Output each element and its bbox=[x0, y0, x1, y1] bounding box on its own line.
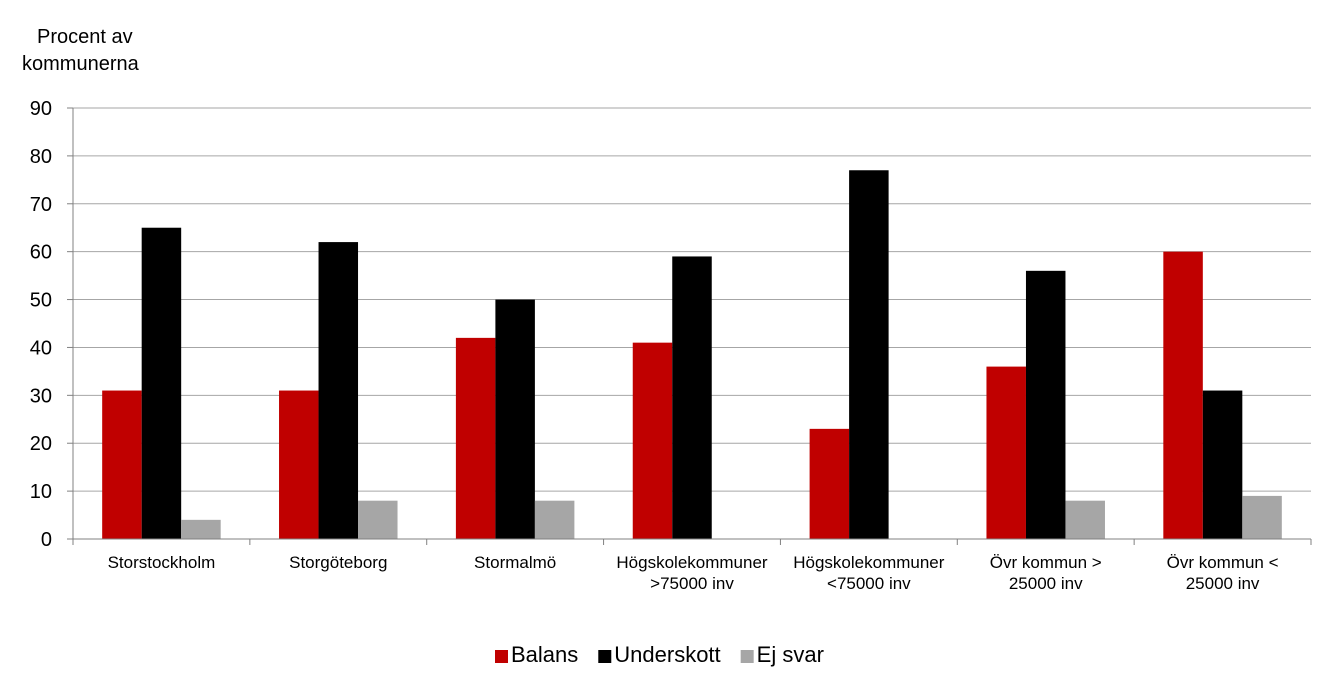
bar-underskott bbox=[1202, 390, 1243, 539]
y-tick-label: 50 bbox=[30, 290, 52, 312]
bar-balans bbox=[986, 366, 1026, 539]
bar-balans bbox=[1163, 251, 1203, 539]
y-tick-label: 10 bbox=[30, 481, 52, 503]
x-category-label: Övr kommun < bbox=[1167, 553, 1279, 572]
y-tick-label: 20 bbox=[30, 433, 52, 455]
x-category-label: Övr kommun > bbox=[990, 553, 1102, 572]
axes bbox=[72, 108, 1312, 545]
x-category-label: Stormalmö bbox=[474, 553, 556, 572]
x-category-label: 25000 inv bbox=[1186, 574, 1260, 593]
bar-balans bbox=[455, 337, 496, 539]
y-tick-label: 70 bbox=[30, 194, 52, 216]
bar-balans bbox=[809, 428, 850, 539]
bar-ej-svar bbox=[534, 500, 575, 539]
x-category-label: <75000 inv bbox=[827, 574, 911, 593]
x-category-label: Högskolekommuner bbox=[793, 553, 945, 572]
bar-ej-svar bbox=[181, 519, 221, 539]
bar-underskott bbox=[141, 227, 182, 539]
y-tick-label: 40 bbox=[30, 337, 52, 359]
y-tick-label: 60 bbox=[30, 242, 52, 264]
bar-ej-svar bbox=[358, 500, 398, 539]
x-category-label: 25000 inv bbox=[1009, 574, 1083, 593]
x-category-label: >75000 inv bbox=[650, 574, 734, 593]
bar-ej-svar bbox=[1242, 495, 1282, 539]
legend-swatch bbox=[740, 650, 754, 663]
y-tick-label: 0 bbox=[41, 529, 52, 551]
bar-underskott bbox=[1025, 270, 1066, 539]
y-tick-label: 90 bbox=[30, 98, 52, 120]
bar-ej-svar bbox=[1065, 500, 1105, 539]
y-axis-label-line-2: kommunerna bbox=[22, 53, 140, 75]
legend-label: Underskott bbox=[614, 642, 720, 667]
legend-swatch bbox=[598, 650, 612, 663]
bars bbox=[102, 170, 1282, 540]
bar-underskott bbox=[849, 170, 889, 539]
x-category-label: Högskolekommuner bbox=[616, 553, 768, 572]
y-axis-label-line-1: Procent av bbox=[37, 26, 133, 48]
y-tick-label: 30 bbox=[30, 385, 52, 407]
bar-underskott bbox=[672, 256, 712, 539]
bar-balans bbox=[102, 390, 142, 539]
legend-label: Ej svar bbox=[757, 642, 824, 667]
y-axis-ticks: 0 10 20 30 40 50 60 70 80 90 bbox=[30, 98, 73, 551]
bar-balans bbox=[279, 390, 319, 539]
bar-underskott bbox=[495, 299, 535, 539]
legend: Balans Underskott Ej svar bbox=[495, 642, 824, 667]
y-tick-label: 80 bbox=[30, 146, 52, 168]
bar-balans bbox=[632, 342, 673, 539]
legend-swatch bbox=[495, 650, 508, 663]
x-category-label: Storstockholm bbox=[108, 553, 216, 572]
x-axis-categories: Storstockholm Storgöteborg Stormalmö Högsko… bbox=[108, 553, 1279, 593]
legend-label: Balans bbox=[511, 642, 578, 667]
bar-underskott bbox=[318, 242, 359, 540]
x-category-label: Storgöteborg bbox=[289, 553, 387, 572]
